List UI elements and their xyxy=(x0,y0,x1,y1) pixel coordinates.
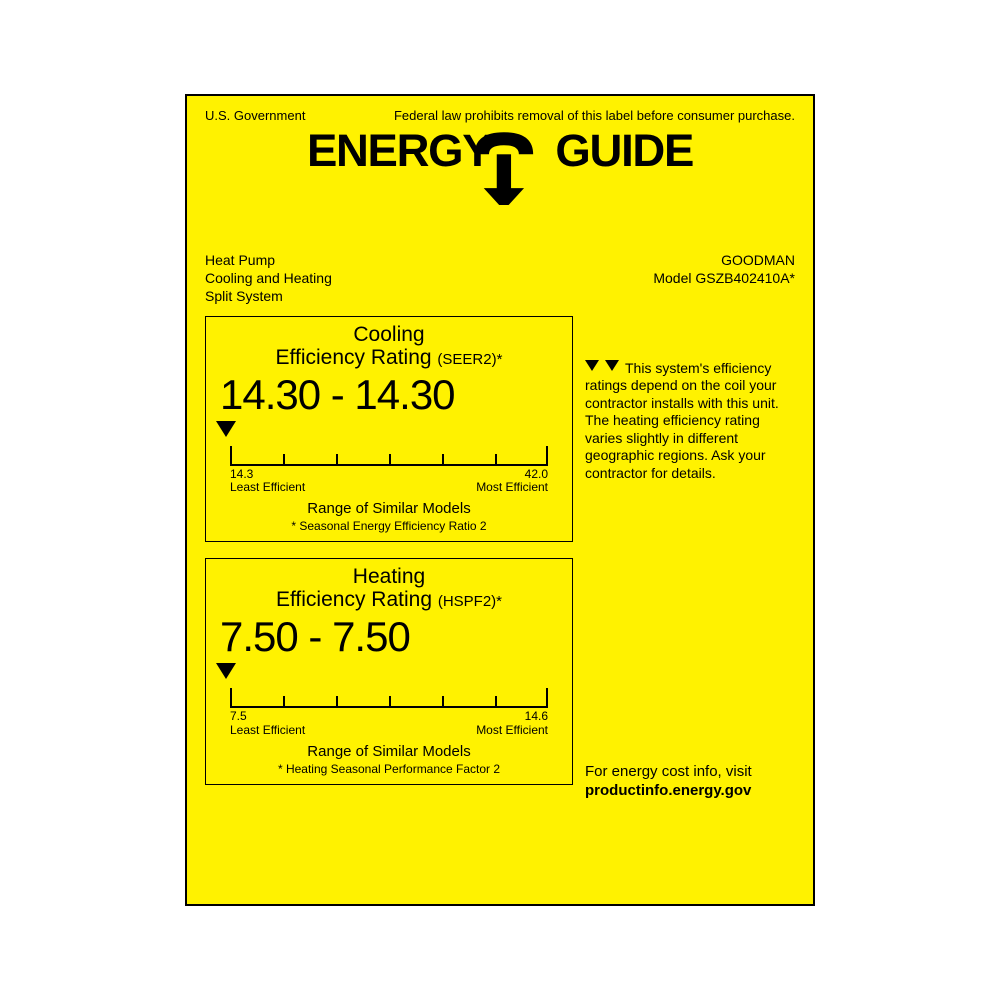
heating-scale: 7.5 Least Efficient 14.6 Most Efficient … xyxy=(216,688,562,775)
heating-range: 7.50 - 7.50 xyxy=(220,613,562,661)
panels-column: Cooling Efficiency Rating (SEER2)* 14.30… xyxy=(205,316,573,801)
model: Model GSZB402410A* xyxy=(653,269,795,287)
logo-text-left: ENERGY xyxy=(307,127,492,176)
cooling-panel: Cooling Efficiency Rating (SEER2)* 14.30… xyxy=(205,316,573,543)
side-marker-icon-2 xyxy=(605,360,619,371)
cooling-title-1: Cooling xyxy=(353,323,424,346)
heating-metric: (HSPF2)* xyxy=(438,593,502,610)
heating-max-lbl: Most Efficient xyxy=(476,724,548,737)
heating-title: Heating Efficiency Rating (HSPF2)* xyxy=(216,565,562,611)
heating-caption: Range of Similar Models xyxy=(230,743,548,760)
meta-left: Heat Pump Cooling and Heating Split Syst… xyxy=(205,251,332,306)
side-column: This system's efficiency ratings depend … xyxy=(585,316,795,801)
cooling-title-2: Efficiency Rating xyxy=(276,346,432,369)
product-type-1: Heat Pump xyxy=(205,251,332,269)
gov-text: U.S. Government xyxy=(205,108,305,123)
cooling-title: Cooling Efficiency Rating (SEER2)* xyxy=(216,323,562,369)
heating-marker-icon xyxy=(216,663,236,679)
heating-scale-line xyxy=(230,688,548,708)
heating-title-1: Heating xyxy=(353,565,425,588)
cooling-note: * Seasonal Energy Efficiency Ratio 2 xyxy=(230,519,548,533)
top-row: U.S. Government Federal law prohibits re… xyxy=(205,108,795,123)
heating-title-2: Efficiency Rating xyxy=(276,588,432,611)
cooling-marker-icon xyxy=(216,421,236,437)
brand: GOODMAN xyxy=(653,251,795,269)
law-text: Federal law prohibits removal of this la… xyxy=(394,108,795,123)
cooling-metric: (SEER2)* xyxy=(437,351,502,368)
logo-svg: ENERGY GUIDE xyxy=(205,127,795,205)
body-row: Cooling Efficiency Rating (SEER2)* 14.30… xyxy=(205,316,795,801)
side-link-1: For energy cost info, visit xyxy=(585,763,752,780)
cooling-max-lbl: Most Efficient xyxy=(476,481,548,494)
side-marker-icon-1 xyxy=(585,360,599,371)
cooling-min-lbl: Least Efficient xyxy=(230,481,305,494)
heating-min-lbl: Least Efficient xyxy=(230,724,305,737)
product-type-2: Cooling and Heating xyxy=(205,269,332,287)
heating-note: * Heating Seasonal Performance Factor 2 xyxy=(230,762,548,776)
side-link-2: productinfo.energy.gov xyxy=(585,782,751,799)
heating-max-val: 14.6 xyxy=(476,710,548,723)
product-type-3: Split System xyxy=(205,287,332,305)
cooling-range: 14.30 - 14.30 xyxy=(220,371,562,419)
cooling-max-val: 42.0 xyxy=(476,468,548,481)
heating-min-val: 7.5 xyxy=(230,710,305,723)
cooling-scale-line xyxy=(230,446,548,466)
energyguide-label: U.S. Government Federal law prohibits re… xyxy=(185,94,815,906)
cooling-scale-labels: 14.3 Least Efficient 42.0 Most Efficient xyxy=(230,468,548,494)
energyguide-logo: ENERGY GUIDE xyxy=(205,127,795,205)
side-note-text: This system's efficiency ratings depend … xyxy=(585,360,779,481)
cooling-scale: 14.3 Least Efficient 42.0 Most Efficient… xyxy=(216,446,562,533)
side-link: For energy cost info, visit productinfo.… xyxy=(585,763,752,801)
cooling-min-val: 14.3 xyxy=(230,468,305,481)
logo-text-right: GUIDE xyxy=(555,127,693,176)
cooling-caption: Range of Similar Models xyxy=(230,500,548,517)
meta-right: GOODMAN Model GSZB402410A* xyxy=(653,251,795,306)
meta-row: Heat Pump Cooling and Heating Split Syst… xyxy=(205,251,795,306)
heating-panel: Heating Efficiency Rating (HSPF2)* 7.50 … xyxy=(205,558,573,785)
side-note: This system's efficiency ratings depend … xyxy=(585,360,795,483)
heating-scale-labels: 7.5 Least Efficient 14.6 Most Efficient xyxy=(230,710,548,736)
